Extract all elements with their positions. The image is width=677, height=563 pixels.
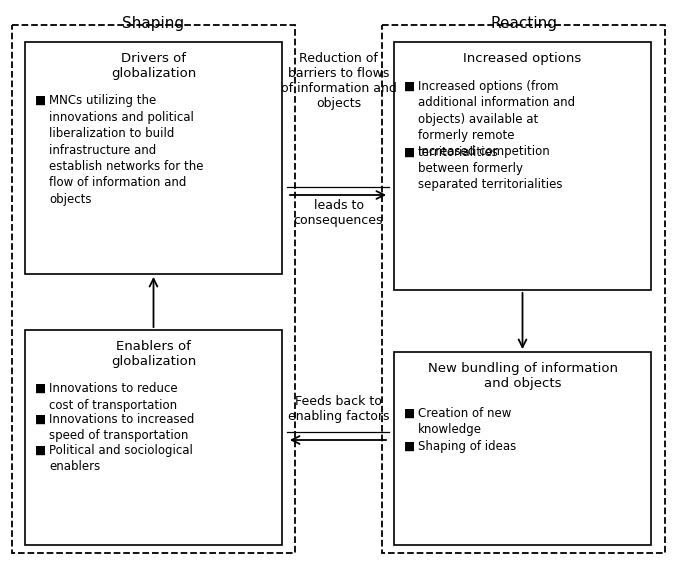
Text: MNCs utilizing the
innovations and political
liberalization to build
infrastruct: MNCs utilizing the innovations and polit… [49, 94, 204, 206]
Text: ■: ■ [404, 145, 415, 158]
Text: Increased options: Increased options [463, 52, 582, 65]
Text: leads to
consequences: leads to consequences [294, 199, 383, 227]
Text: Shaping: Shaping [123, 16, 185, 31]
Bar [12, 25, 295, 553]
Text: ■: ■ [35, 444, 46, 457]
Text: ■: ■ [404, 80, 415, 93]
Text: Reduction of
barriers to flows
of information and
objects: Reduction of barriers to flows of inform… [280, 52, 397, 110]
Text: New bundling of information
and objects: New bundling of information and objects [427, 362, 617, 390]
Text: ■: ■ [35, 382, 46, 395]
Text: Enablers of
globalization: Enablers of globalization [111, 340, 196, 368]
Text: Shaping of ideas: Shaping of ideas [418, 440, 517, 453]
Text: Creation of new
knowledge: Creation of new knowledge [418, 407, 511, 436]
Text: ■: ■ [35, 413, 46, 426]
Text: ■: ■ [404, 440, 415, 453]
Text: Innovations to reduce
cost of transportation: Innovations to reduce cost of transporta… [49, 382, 177, 412]
Text: Increased competition
between formerly
separated territorialities: Increased competition between formerly s… [418, 145, 563, 191]
Text: ■: ■ [35, 94, 46, 107]
Bar [25, 42, 282, 274]
Bar [394, 42, 651, 290]
Bar [394, 352, 651, 545]
Bar [25, 330, 282, 545]
Text: Political and sociological
enablers: Political and sociological enablers [49, 444, 193, 473]
Text: Increased options (from
additional information and
objects) available at
formerl: Increased options (from additional infor… [418, 80, 575, 159]
Text: ■: ■ [404, 407, 415, 420]
Text: Feeds back to
enabling factors: Feeds back to enabling factors [288, 395, 389, 423]
Bar [382, 25, 665, 553]
Text: Reacting: Reacting [490, 16, 557, 31]
Text: Drivers of
globalization: Drivers of globalization [111, 52, 196, 80]
Text: Innovations to increased
speed of transportation: Innovations to increased speed of transp… [49, 413, 194, 443]
